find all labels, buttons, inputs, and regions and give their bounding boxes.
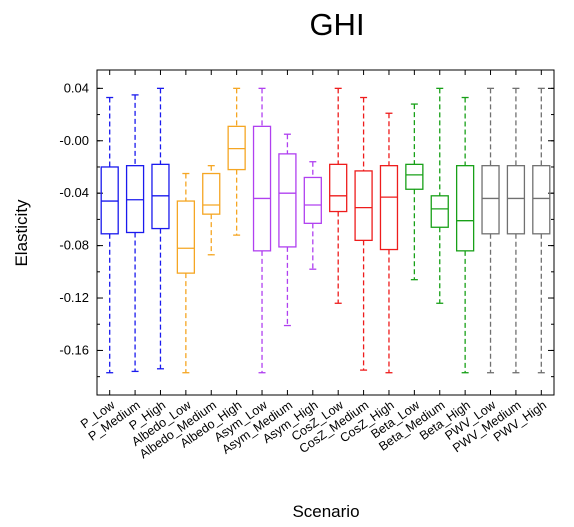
y-tick-label: 0.04 [64,80,89,95]
box-series [100,87,551,374]
iqr-box [506,165,526,235]
y-tick-label: -0.00 [59,133,89,148]
box-P_High [151,87,170,370]
box-Asym_Medium [278,133,297,327]
iqr-box [278,153,297,248]
iqr-box [532,165,551,235]
iqr-box [202,172,221,215]
x-axis-label: Scenario [292,502,359,521]
iqr-box [455,165,475,252]
box-CosZ_High [379,112,399,374]
iqr-box [252,125,272,252]
y-tick-label: -0.16 [59,342,89,357]
x-axis: P_LowP_MediumP_HighAlbedo_LowAlbedo_Medi… [78,70,549,461]
y-tick-label: -0.04 [59,185,89,200]
iqr-box [151,163,170,230]
box-Albedo_Low [176,172,196,374]
box-Albedo_Medium [202,165,221,256]
chart-title: GHI [309,7,364,42]
box-Albedo_High [227,87,246,236]
iqr-box [100,166,119,235]
y-axis: 0.04 -0.00 -0.04 -0.08 -0.12 -0.16 [59,80,554,378]
iqr-box [481,165,500,235]
iqr-box [354,170,373,242]
box-PWV_Low [481,87,500,374]
box-Beta_Medium [430,87,449,304]
box-PWV_Medium [506,87,526,374]
y-tick-label: -0.12 [59,290,89,305]
iqr-box [405,163,424,190]
box-CosZ_Medium [354,96,373,371]
box-P_Low [100,96,119,374]
box-Asym_High [303,161,322,270]
iqr-box [227,125,246,171]
box-P_Medium [125,94,145,373]
box-Beta_Low [405,103,424,281]
iqr-box [125,165,145,234]
box-Beta_High [455,96,475,374]
box-CosZ_Low [329,87,348,304]
y-tick-label: -0.08 [59,238,89,253]
box-PWV_High [532,87,551,374]
iqr-box [176,200,196,274]
iqr-box [329,163,348,213]
iqr-box [379,165,399,251]
y-axis-label: Elasticity [12,199,31,267]
iqr-box [303,176,322,224]
box-Asym_Low [252,87,272,374]
iqr-box [430,195,449,228]
plot-frame [96,69,555,396]
